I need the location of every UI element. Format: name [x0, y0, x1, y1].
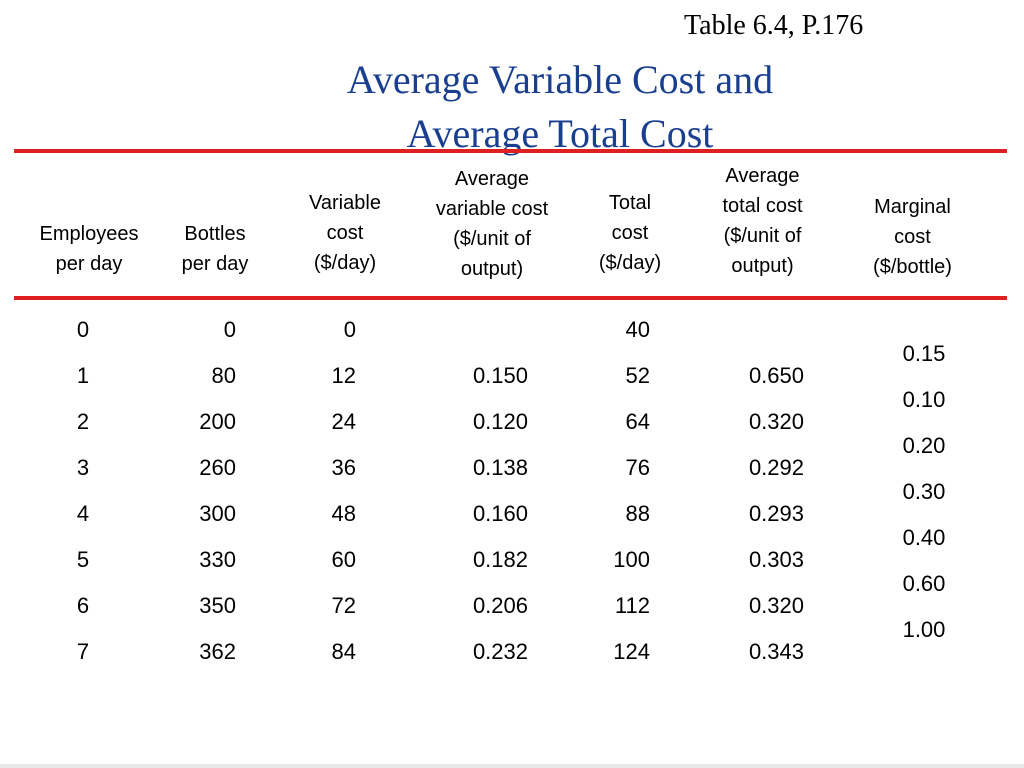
slide-bottom-edge — [0, 764, 1024, 768]
cell-avg-total-cost: 0.650 — [748, 363, 804, 388]
header-line: per day — [55, 253, 123, 275]
cell-marginal-cost: 0.40 — [902, 525, 946, 550]
header-line: Marginal — [874, 196, 951, 218]
header-line: ($/unit of — [723, 225, 802, 247]
cell-total-cost: 52 — [625, 363, 650, 388]
cell-variable-cost: 48 — [331, 501, 356, 526]
header-line: ($/day) — [313, 252, 377, 274]
header-line: Employees — [39, 223, 139, 245]
header-line: ($/bottle) — [873, 256, 952, 278]
cell-total-cost: 40 — [625, 317, 650, 342]
cell-bottles: 350 — [199, 593, 236, 618]
header-line: output) — [460, 258, 524, 280]
cell-variable-cost: 72 — [331, 593, 356, 618]
cell-avg-variable-cost: 0.232 — [472, 639, 528, 664]
header-line: cost — [326, 222, 364, 244]
cell-employees: 2 — [76, 409, 90, 434]
header-bottom-rule — [14, 296, 1007, 300]
cell-variable-cost: 60 — [331, 547, 356, 572]
header-line: Bottles — [184, 223, 246, 245]
header-line: ($/unit of — [453, 228, 531, 250]
cell-avg-total-cost: 0.320 — [748, 593, 804, 618]
header-bottles: Bottles per day — [160, 219, 270, 279]
cell-total-cost: 76 — [625, 455, 650, 480]
cell-employees: 7 — [76, 639, 90, 664]
header-line: Total — [608, 192, 652, 214]
cell-avg-variable-cost: 0.182 — [472, 547, 528, 572]
cell-employees: 1 — [76, 363, 90, 388]
cell-bottles: 362 — [199, 639, 236, 664]
cell-variable-cost: 84 — [331, 639, 356, 664]
header-line: ($/day) — [598, 252, 662, 274]
cell-avg-total-cost: 0.343 — [748, 639, 804, 664]
cell-bottles: 80 — [211, 363, 236, 388]
cell-total-cost: 88 — [625, 501, 650, 526]
header-top-rule — [14, 149, 1007, 153]
cell-employees: 4 — [76, 501, 90, 526]
header-line: Average — [725, 165, 800, 187]
cell-employees: 5 — [76, 547, 90, 572]
header-line: Average — [454, 168, 530, 190]
cell-bottles: 300 — [199, 501, 236, 526]
header-line: cost — [611, 222, 649, 244]
header-line: variable cost — [435, 198, 549, 220]
cell-avg-total-cost: 0.320 — [748, 409, 804, 434]
cell-avg-total-cost: 0.303 — [748, 547, 804, 572]
cell-bottles: 260 — [199, 455, 236, 480]
cell-avg-variable-cost: 0.160 — [472, 501, 528, 526]
cell-avg-variable-cost: 0.206 — [472, 593, 528, 618]
cell-avg-total-cost: 0.292 — [748, 455, 804, 480]
header-total-cost: Total cost ($/day) — [580, 188, 680, 278]
cell-marginal-cost: 0.60 — [902, 571, 946, 596]
cell-avg-variable-cost: 0.138 — [472, 455, 528, 480]
cell-variable-cost: 24 — [331, 409, 356, 434]
cell-employees: 3 — [76, 455, 90, 480]
cell-variable-cost: 36 — [331, 455, 356, 480]
cell-total-cost: 112 — [614, 593, 650, 618]
slide-title-line-1: Average Variable Cost and — [346, 57, 774, 102]
header-line: total cost — [722, 195, 803, 217]
header-average-total-cost: Average total cost ($/unit of output) — [690, 161, 835, 281]
cell-avg-variable-cost: 0.150 — [472, 363, 528, 388]
cell-employees: 6 — [76, 593, 90, 618]
cell-marginal-cost: 0.30 — [902, 479, 946, 504]
header-line: cost — [894, 226, 931, 248]
header-employees: Employees per day — [24, 219, 154, 279]
cell-marginal-cost: 0.15 — [902, 341, 946, 366]
cell-avg-total-cost: 0.293 — [748, 501, 804, 526]
cell-avg-variable-cost: 0.120 — [472, 409, 528, 434]
header-variable-cost: Variable cost ($/day) — [290, 188, 400, 278]
cell-total-cost: 64 — [625, 409, 650, 434]
cell-employees: 0 — [76, 317, 90, 342]
cell-variable-cost: 12 — [331, 363, 356, 388]
slide-title-line-2: Average Total Cost — [406, 111, 714, 156]
cell-marginal-cost: 1.00 — [902, 617, 946, 642]
header-line: output) — [731, 255, 794, 277]
cell-bottles: 330 — [199, 547, 236, 572]
header-line: per day — [181, 253, 249, 275]
cell-total-cost: 100 — [613, 547, 650, 572]
cell-variable-cost: 0 — [343, 317, 356, 342]
cell-total-cost: 124 — [613, 639, 650, 664]
cell-bottles: 200 — [199, 409, 236, 434]
table-reference: Table 6.4, P.176 — [684, 10, 864, 41]
header-average-variable-cost: Average variable cost ($/unit of output) — [412, 164, 572, 284]
header-marginal-cost: Marginal cost ($/bottle) — [845, 192, 980, 282]
header-line: Variable — [309, 192, 381, 214]
cell-marginal-cost: 0.10 — [902, 387, 946, 412]
cell-marginal-cost: 0.20 — [902, 433, 946, 458]
cell-bottles: 0 — [223, 317, 236, 342]
